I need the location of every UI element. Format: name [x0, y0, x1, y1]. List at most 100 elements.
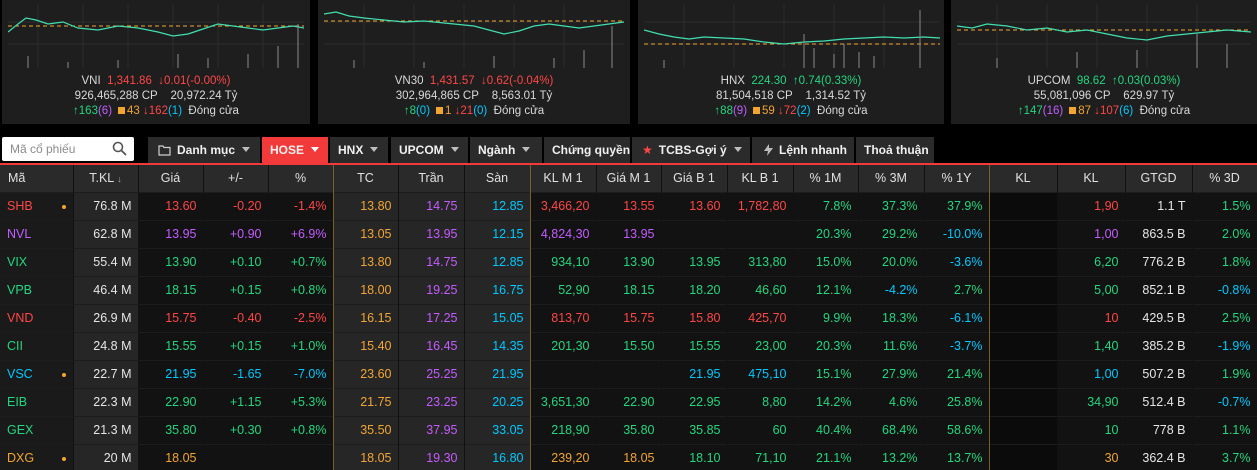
column-header[interactable]: KL B 1 [727, 165, 794, 192]
cell-tran[interactable]: 17.25 [398, 304, 465, 332]
table-row[interactable]: CII 24.8 M 15.55 +0.15 +1.0% 15.40 16.45 14.35 2… [0, 332, 1257, 360]
cell-p1m[interactable]: 21.1% [793, 444, 859, 470]
cell-giam1[interactable]: 15.50 [596, 332, 662, 360]
cell-chg[interactable]: +0.15 [203, 332, 269, 360]
cell-klm1[interactable]: 813,70 [530, 304, 597, 332]
table-row[interactable]: NVL 62.8 M 13.95 +0.90 +6.9% 13.05 13.95 12.15 4… [0, 220, 1257, 248]
cell-price[interactable]: 18.15 [138, 276, 204, 304]
cell-pct[interactable]: +1.0% [268, 332, 334, 360]
cell-kl1[interactable] [989, 276, 1058, 304]
cell-klb1[interactable]: 425,70 [727, 304, 794, 332]
cell-p1y[interactable]: -10.0% [924, 220, 990, 248]
cell-giab1[interactable]: 15.55 [661, 332, 728, 360]
cell-gtgd[interactable]: 362.4 B [1125, 444, 1193, 470]
cell-tc[interactable]: 13.80 [333, 192, 399, 220]
cell-giam1[interactable]: 35.80 [596, 416, 662, 444]
cell-p3m[interactable]: 27.9% [858, 360, 925, 388]
sort-desc-icon[interactable]: ↓ [117, 174, 122, 185]
cell-klm1[interactable]: 201,30 [530, 332, 597, 360]
column-header[interactable]: Giá B 1 [661, 165, 728, 192]
cell-san[interactable]: 33.05 [464, 416, 531, 444]
cell-tran[interactable]: 19.30 [398, 444, 465, 470]
cell-chg[interactable]: +0.90 [203, 220, 269, 248]
cell-san[interactable]: 12.85 [464, 192, 531, 220]
cell-p1m[interactable]: 20.3% [793, 332, 859, 360]
cell-klb1[interactable]: 60 [727, 416, 794, 444]
cell-p1m[interactable]: 7.8% [793, 192, 859, 220]
table-row[interactable]: VSC 22.7 M 21.95 -1.65 -7.0% 23.60 25.25 21.95 2… [0, 360, 1257, 388]
cell-tc[interactable]: 15.40 [333, 332, 399, 360]
cell-tc[interactable]: 13.05 [333, 220, 399, 248]
tab-nganh[interactable]: Ngành [470, 137, 542, 163]
cell-pct[interactable]: -2.5% [268, 304, 334, 332]
cell-chg[interactable]: -1.65 [203, 360, 269, 388]
table-row[interactable]: GEX 21.3 M 35.80 +0.30 +0.8% 35.50 37.95 33.05 2… [0, 416, 1257, 444]
cell-klb1[interactable]: 23,00 [727, 332, 794, 360]
cell-price[interactable]: 22.90 [138, 388, 204, 416]
symbol-cell[interactable]: GEX [0, 416, 74, 444]
column-header[interactable]: Giá [138, 165, 204, 192]
cell-p1y[interactable]: -3.7% [924, 332, 990, 360]
column-header[interactable]: Giá M 1 [596, 165, 662, 192]
cell-p1y[interactable]: -3.6% [924, 248, 990, 276]
tab-tcbs-goi-y[interactable]: ★ TCBS-Gợi ý [632, 137, 750, 163]
cell-kl2[interactable]: 30 [1057, 444, 1126, 470]
cell-p3m[interactable]: 29.2% [858, 220, 925, 248]
column-header[interactable]: T.KL ↓ [73, 165, 139, 192]
symbol-cell[interactable]: NVL [0, 220, 74, 248]
cell-tc[interactable]: 18.00 [333, 276, 399, 304]
cell-kl2[interactable]: 1,00 [1057, 360, 1126, 388]
cell-p1m[interactable]: 14.2% [793, 388, 859, 416]
column-header[interactable]: KL [989, 165, 1058, 192]
cell-kl1[interactable] [989, 388, 1058, 416]
cell-kl2[interactable]: 1,90 [1057, 192, 1126, 220]
table-row[interactable]: SHB 76.8 M 13.60 -0.20 -1.4% 13.80 14.75 12.85 3… [0, 192, 1257, 220]
cell-p3m[interactable]: 37.3% [858, 192, 925, 220]
cell-p3d[interactable]: 3.7% [1192, 444, 1257, 470]
cell-chg[interactable]: +0.30 [203, 416, 269, 444]
search-icon[interactable] [112, 141, 127, 156]
cell-p3d[interactable]: 1.9% [1192, 360, 1257, 388]
cell-chg[interactable]: +0.10 [203, 248, 269, 276]
cell-tran[interactable]: 16.45 [398, 332, 465, 360]
cell-tran[interactable]: 14.75 [398, 192, 465, 220]
cell-p1y[interactable]: 37.9% [924, 192, 990, 220]
cell-kl1[interactable] [989, 192, 1058, 220]
cell-gtgd[interactable]: 776.2 B [1125, 248, 1193, 276]
cell-giab1[interactable]: 18.20 [661, 276, 728, 304]
cell-price[interactable]: 18.05 [138, 444, 204, 470]
cell-pct[interactable]: +0.8% [268, 276, 334, 304]
cell-kl1[interactable] [989, 220, 1058, 248]
cell-pct[interactable] [268, 444, 334, 470]
cell-giab1[interactable]: 21.95 [661, 360, 728, 388]
cell-chg[interactable]: +1.15 [203, 388, 269, 416]
symbol-cell[interactable]: VIX [0, 248, 74, 276]
cell-giam1[interactable]: 15.75 [596, 304, 662, 332]
cell-kl1[interactable] [989, 304, 1058, 332]
cell-san[interactable]: 21.95 [464, 360, 531, 388]
cell-kl2[interactable]: 10 [1057, 416, 1126, 444]
cell-gtgd[interactable]: 429.5 B [1125, 304, 1193, 332]
cell-tc[interactable]: 13.80 [333, 248, 399, 276]
cell-tc[interactable]: 23.60 [333, 360, 399, 388]
cell-p1y[interactable]: 13.7% [924, 444, 990, 470]
cell-gtgd[interactable]: 512.4 B [1125, 388, 1193, 416]
cell-gtgd[interactable]: 778 B [1125, 416, 1193, 444]
cell-p1m[interactable]: 9.9% [793, 304, 859, 332]
cell-gtgd[interactable]: 852.1 B [1125, 276, 1193, 304]
cell-chg[interactable]: +0.15 [203, 276, 269, 304]
cell-p3d[interactable]: 1.8% [1192, 248, 1257, 276]
cell-tran[interactable]: 37.95 [398, 416, 465, 444]
tab-thoa-thuan[interactable]: Thoả thuận [856, 137, 934, 163]
column-header[interactable]: % 3D [1192, 165, 1257, 192]
cell-price[interactable]: 15.75 [138, 304, 204, 332]
cell-san[interactable]: 16.75 [464, 276, 531, 304]
cell-klb1[interactable]: 313,80 [727, 248, 794, 276]
cell-klb1[interactable]: 1,782,80 [727, 192, 794, 220]
tab-lenh-nhanh[interactable]: Lệnh nhanh [752, 137, 854, 163]
cell-p3m[interactable]: 20.0% [858, 248, 925, 276]
cell-san[interactable]: 14.35 [464, 332, 531, 360]
cell-price[interactable]: 13.60 [138, 192, 204, 220]
cell-p3d[interactable]: 2.5% [1192, 304, 1257, 332]
cell-giab1[interactable]: 35.85 [661, 416, 728, 444]
